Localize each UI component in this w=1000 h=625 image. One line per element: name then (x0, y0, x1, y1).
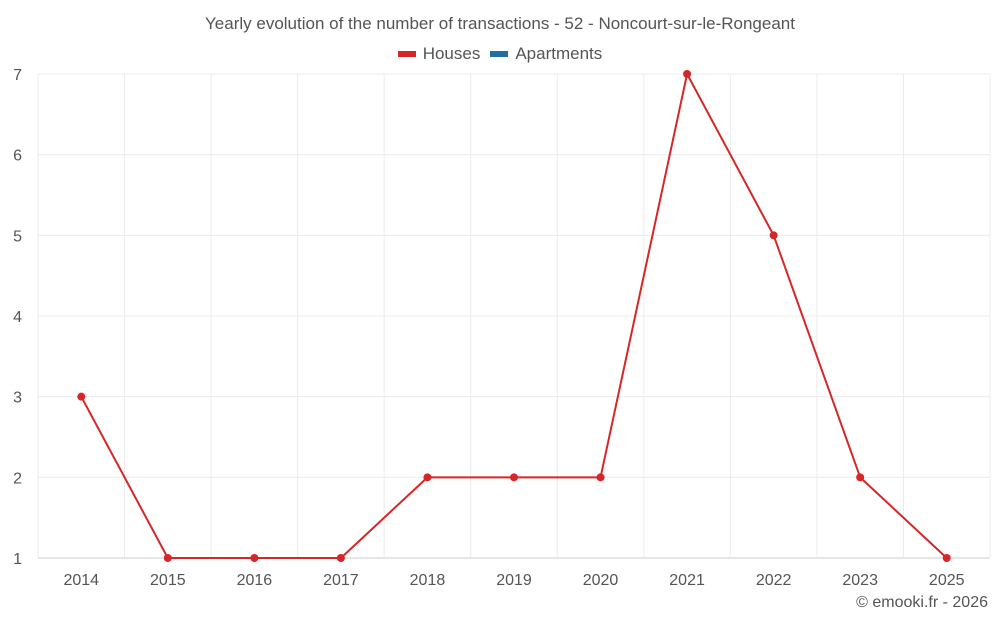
y-tick-label: 1 (13, 551, 22, 568)
chart-title: Yearly evolution of the number of transa… (205, 14, 795, 33)
x-tick-label: 2021 (669, 572, 705, 589)
legend-swatch-apartments (490, 51, 509, 57)
data-point (423, 473, 432, 482)
legend-label-apartments: Apartments (515, 44, 603, 63)
data-point (336, 554, 345, 562)
x-tick-label: 2014 (63, 572, 99, 589)
legend-swatch-houses (397, 51, 416, 57)
data-point (683, 70, 692, 78)
data-point (856, 473, 865, 482)
x-tick-label: 2015 (150, 572, 186, 589)
x-tick-label: 2022 (756, 572, 792, 589)
data-point (163, 554, 172, 562)
y-tick-label: 4 (13, 309, 22, 326)
data-point (510, 473, 518, 482)
x-tick-label: 2023 (842, 572, 878, 589)
data-point (596, 473, 605, 482)
y-tick-label: 5 (13, 228, 22, 245)
x-tick-label: 2019 (496, 572, 532, 589)
y-tick-label: 6 (13, 148, 22, 165)
data-point (769, 231, 778, 240)
x-tick-label: 2017 (323, 572, 359, 589)
data-point (942, 554, 951, 562)
credit-text: © emooki.fr - 2026 (856, 594, 988, 611)
legend-label-houses: Houses (422, 44, 481, 63)
y-tick-label: 7 (13, 67, 22, 84)
x-tick-label: 2020 (583, 572, 619, 589)
legend-item-apartments[interactable]: Apartments (490, 44, 602, 64)
x-tick-label: 2016 (237, 572, 273, 589)
y-tick-label: 3 (13, 390, 22, 407)
data-point (77, 392, 86, 401)
y-tick-label: 2 (13, 470, 22, 487)
data-point (250, 554, 259, 562)
x-tick-label: 2025 (929, 572, 965, 589)
legend: Houses Apartments (0, 44, 1000, 64)
x-tick-label: 2018 (410, 572, 446, 589)
legend-item-houses[interactable]: Houses (397, 44, 481, 64)
